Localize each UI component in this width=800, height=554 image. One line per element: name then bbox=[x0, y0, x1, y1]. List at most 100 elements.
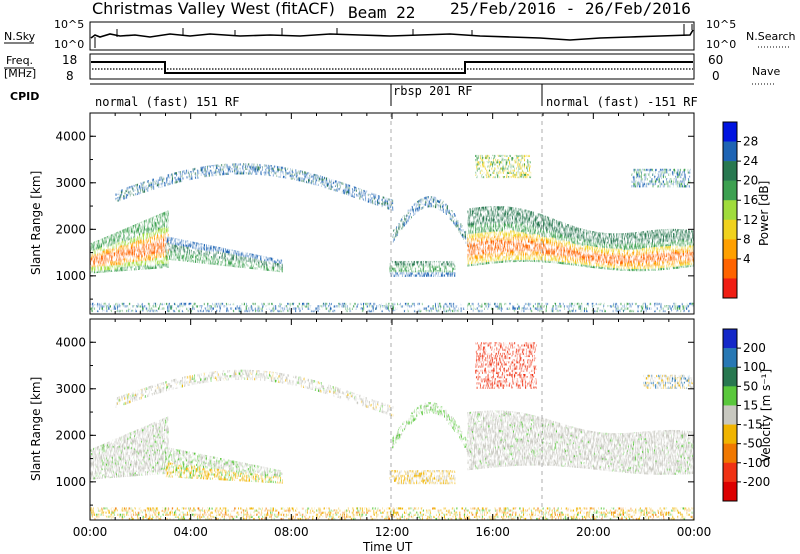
power-arc-high bbox=[126, 193, 129, 197]
power-v-arc bbox=[455, 225, 458, 228]
power-band-early bbox=[122, 249, 125, 252]
power-band-early bbox=[120, 236, 123, 239]
power-arc-high bbox=[135, 184, 138, 187]
power-band-descending bbox=[167, 243, 170, 246]
power-band-descending bbox=[173, 255, 176, 259]
power-band-main bbox=[504, 212, 507, 216]
power-arc-high bbox=[140, 189, 142, 192]
power-band-early bbox=[140, 243, 143, 246]
power-low-strip bbox=[411, 260, 413, 264]
power-arc-high bbox=[354, 188, 356, 192]
power-arc-high bbox=[132, 189, 134, 192]
power-band-early bbox=[103, 259, 106, 262]
power-band-main bbox=[500, 206, 503, 209]
power-band-main bbox=[490, 240, 492, 243]
power-v-arc bbox=[433, 196, 436, 199]
power-low-strip bbox=[404, 267, 406, 270]
power-band-early bbox=[150, 264, 152, 267]
power-band-main bbox=[524, 232, 526, 235]
power-band-main bbox=[504, 247, 507, 250]
power-band-descending bbox=[248, 255, 250, 258]
power-band-early bbox=[167, 214, 169, 217]
power-band-main bbox=[538, 215, 541, 218]
power-arc-high bbox=[348, 187, 351, 190]
power-band-main bbox=[472, 253, 474, 256]
power-band-early bbox=[134, 226, 136, 229]
power-band-main bbox=[502, 221, 505, 224]
power-band-main bbox=[516, 227, 518, 230]
power-band-early bbox=[137, 248, 140, 251]
power-band-descending bbox=[257, 265, 259, 268]
power-band-main bbox=[503, 240, 506, 244]
power-band-main bbox=[552, 225, 555, 228]
power-band-early bbox=[119, 258, 122, 261]
power-band-main bbox=[498, 254, 500, 257]
power-band-main bbox=[526, 216, 529, 219]
power-band-main bbox=[475, 218, 478, 221]
power-band-early bbox=[147, 222, 150, 226]
power-band-main bbox=[473, 233, 475, 236]
power-band-descending bbox=[269, 259, 272, 263]
power-band-early bbox=[110, 236, 113, 240]
power-band-early bbox=[94, 260, 97, 263]
power-band-descending bbox=[180, 245, 182, 249]
power-band-main bbox=[490, 212, 492, 215]
power-band-main bbox=[529, 236, 532, 239]
power-band-main bbox=[533, 229, 535, 232]
power-arc-high bbox=[278, 175, 280, 178]
power-band-main bbox=[527, 244, 530, 247]
power-arc-high bbox=[324, 181, 327, 184]
power-low-strip bbox=[396, 272, 399, 275]
power-band-main bbox=[555, 224, 558, 227]
power-band-main bbox=[552, 227, 555, 230]
power-band-descending bbox=[239, 258, 241, 261]
power-band-main bbox=[474, 252, 477, 255]
power-low-strip bbox=[409, 274, 412, 277]
power-band-descending bbox=[204, 248, 206, 251]
power-band-main bbox=[539, 243, 542, 246]
power-v-arc bbox=[395, 230, 398, 233]
power-arc-high bbox=[221, 173, 224, 176]
power-band-main bbox=[483, 225, 486, 229]
power-band-main bbox=[503, 230, 506, 233]
power-band-descending bbox=[198, 254, 201, 257]
power-band-early bbox=[151, 238, 153, 241]
power-band-main bbox=[467, 264, 470, 267]
power-band-main bbox=[566, 262, 568, 265]
power-band-main bbox=[509, 211, 512, 214]
power-low-strip bbox=[429, 260, 431, 264]
power-band-main bbox=[519, 208, 522, 211]
power-band-main bbox=[495, 250, 498, 253]
power-band-early bbox=[143, 254, 145, 257]
power-band-main bbox=[535, 251, 538, 254]
power-arc-high bbox=[351, 194, 354, 198]
power-band-early bbox=[104, 237, 107, 240]
power-band-main bbox=[503, 219, 506, 222]
power-band-main bbox=[529, 225, 532, 228]
power-band-early bbox=[130, 236, 133, 239]
power-band-descending bbox=[217, 249, 220, 252]
power-band-main bbox=[560, 251, 563, 254]
power-band-main bbox=[521, 208, 524, 212]
power-band-main bbox=[468, 253, 471, 256]
power-band-early bbox=[106, 248, 109, 251]
power-band-main bbox=[547, 245, 550, 248]
power-band-main bbox=[479, 234, 482, 238]
power-low-strip bbox=[395, 270, 397, 273]
power-band-descending bbox=[208, 249, 211, 252]
power-band-main bbox=[555, 230, 558, 234]
power-band-descending bbox=[227, 253, 230, 256]
power-v-arc bbox=[450, 210, 453, 213]
power-band-early bbox=[167, 261, 169, 264]
power-band-early bbox=[164, 257, 167, 260]
power-low-strip bbox=[414, 274, 417, 277]
power-band-descending bbox=[175, 238, 178, 241]
power-band-main bbox=[486, 219, 489, 222]
power-band-main bbox=[508, 206, 510, 209]
power-band-main bbox=[543, 241, 546, 244]
power-v-arc bbox=[458, 228, 461, 231]
power-band-main bbox=[468, 210, 471, 213]
power-band-main bbox=[474, 222, 477, 225]
power-band-early bbox=[161, 259, 164, 262]
power-band-main bbox=[516, 240, 518, 243]
